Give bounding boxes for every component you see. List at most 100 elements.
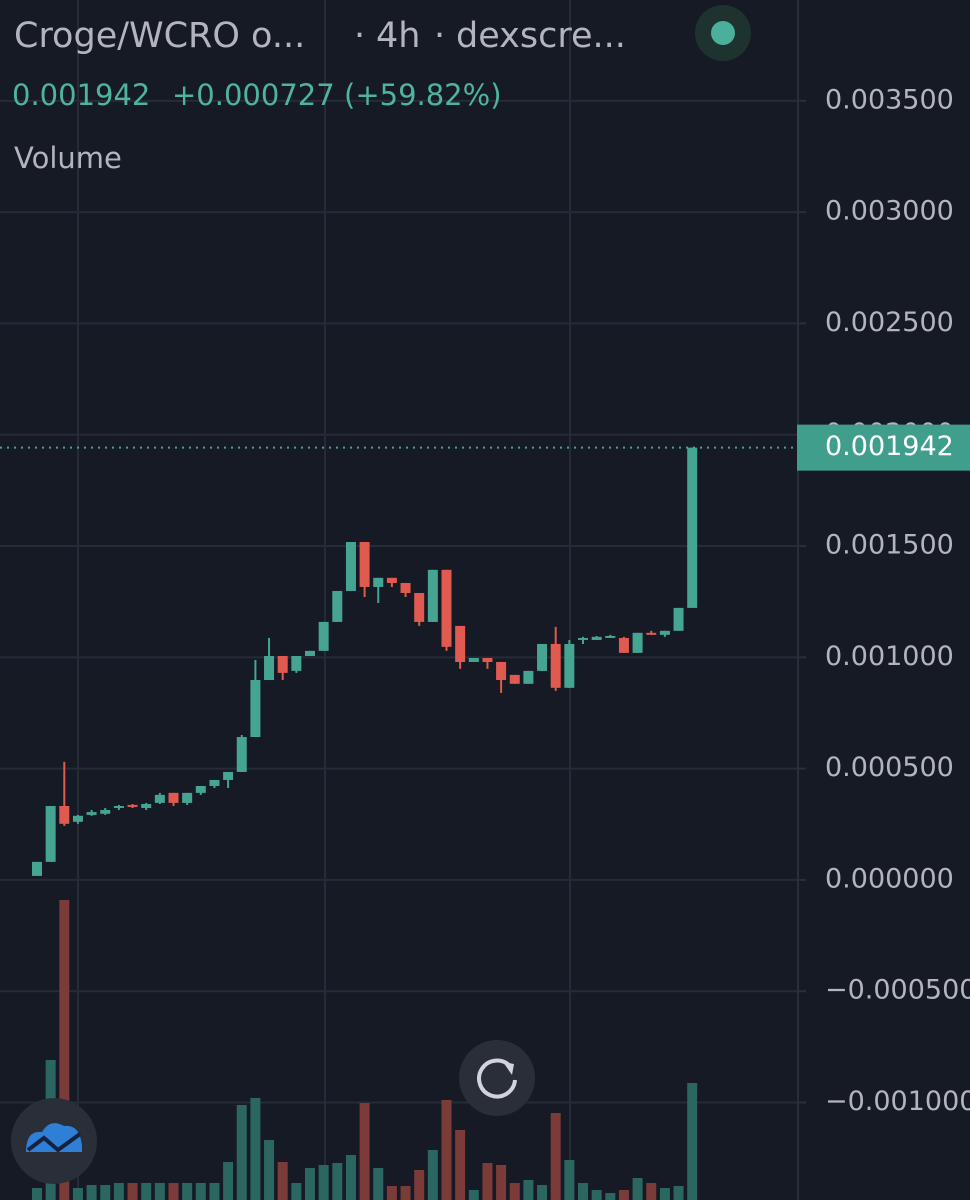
candle-body	[578, 637, 588, 640]
candle-body	[646, 632, 657, 635]
candle-body	[250, 680, 261, 738]
candle-body	[373, 577, 384, 587]
y-tick-label: 0.002500	[825, 307, 954, 338]
candle-body	[687, 447, 698, 608]
candles	[32, 447, 698, 876]
header: Croge/WCRO o... · 4h · dexscre...	[14, 16, 626, 56]
logo-line	[26, 1132, 82, 1153]
volume-bar	[618, 1190, 629, 1200]
candle-body	[550, 643, 561, 688]
volume-bar	[195, 1183, 206, 1200]
volume-bar	[468, 1190, 479, 1200]
volume-bar	[400, 1186, 411, 1200]
candle-body	[86, 812, 97, 815]
candle-body	[496, 661, 507, 681]
reset-button[interactable]	[459, 1040, 535, 1116]
volume-bar	[86, 1185, 97, 1200]
candle-body	[113, 806, 124, 809]
candle-body	[332, 590, 343, 622]
candle-body	[441, 569, 452, 647]
grid	[0, 0, 798, 1200]
candle-body	[345, 542, 356, 591]
candle-body	[386, 577, 397, 583]
candle-body	[427, 569, 438, 622]
candle-body	[673, 607, 684, 631]
candle-body	[72, 815, 83, 822]
logo-button[interactable]	[11, 1098, 97, 1184]
separator: ·	[354, 16, 365, 56]
reset-arrow	[477, 1058, 517, 1099]
change-percent: (+59.82%)	[344, 78, 502, 112]
candle-body	[236, 737, 247, 772]
candle-body	[264, 655, 275, 681]
candle-body	[291, 655, 302, 671]
volume-bar	[386, 1186, 397, 1200]
volume-bar	[345, 1155, 356, 1200]
y-tick-label: 0.001500	[825, 530, 954, 561]
volume-bar	[100, 1185, 111, 1200]
candle-body	[523, 670, 534, 684]
volume-bar	[564, 1160, 575, 1200]
volume-bar	[659, 1188, 670, 1200]
volume-bar	[632, 1178, 643, 1200]
candle-body	[318, 621, 329, 651]
study-label: Volume	[14, 141, 122, 175]
source: dexscre...	[456, 16, 626, 56]
last-price: 0.001942	[0, 424, 970, 471]
volume-bar	[332, 1163, 343, 1200]
y-tick-label: 0.003000	[825, 196, 954, 227]
candle-body	[605, 635, 616, 638]
volume-bar	[591, 1190, 602, 1200]
candle-body	[591, 636, 602, 640]
candle-body	[482, 657, 493, 662]
volume-bar	[496, 1165, 507, 1200]
candle-body	[141, 804, 152, 809]
volume-bar	[250, 1098, 261, 1200]
candle-body	[537, 643, 548, 671]
candle-body	[32, 861, 42, 876]
candle-body	[100, 810, 111, 814]
candle-body	[632, 632, 643, 653]
y-tick-label: 0.001000	[825, 641, 954, 672]
candle-body	[209, 779, 220, 786]
candle-body	[127, 804, 138, 807]
volume-bar	[359, 1103, 370, 1200]
volume-bar	[373, 1168, 384, 1200]
volume-bar	[427, 1150, 438, 1200]
volume-bar	[523, 1180, 534, 1200]
candle-body	[455, 625, 466, 662]
candle-body	[400, 582, 411, 593]
volume-bar	[291, 1183, 302, 1200]
y-tick-label: 0.000500	[825, 752, 954, 783]
y-tick-label: 0.003500	[825, 84, 954, 115]
volume-bar	[182, 1183, 193, 1200]
volume-bar	[236, 1105, 247, 1200]
volume-bar	[32, 1188, 42, 1200]
volume-bar	[687, 1083, 698, 1200]
price-summary: 0.001942 +0.000727 (+59.82%)	[12, 78, 502, 112]
y-tick-label: 0.000000	[825, 863, 954, 894]
status-dot	[711, 21, 735, 45]
candle-body	[59, 806, 70, 824]
volume-bar	[605, 1193, 616, 1200]
candle-body	[277, 655, 288, 673]
candle-body	[359, 542, 370, 587]
volume-bar	[113, 1183, 124, 1200]
volume-bar	[550, 1113, 561, 1200]
volume-bar	[414, 1170, 425, 1200]
last-price-box	[797, 424, 970, 471]
reset-circle[interactable]	[459, 1040, 535, 1116]
candle-body	[223, 771, 234, 780]
candle-body	[168, 792, 179, 803]
reset-arrowhead	[503, 1062, 514, 1075]
volume-bar	[455, 1130, 466, 1200]
volume-bar	[305, 1168, 315, 1200]
candle-body	[154, 794, 165, 803]
volume-bar	[59, 900, 70, 1200]
volume-bar	[154, 1183, 165, 1200]
separator: ·	[434, 16, 445, 56]
volume-bar	[673, 1186, 684, 1200]
volume-bar	[209, 1183, 220, 1200]
